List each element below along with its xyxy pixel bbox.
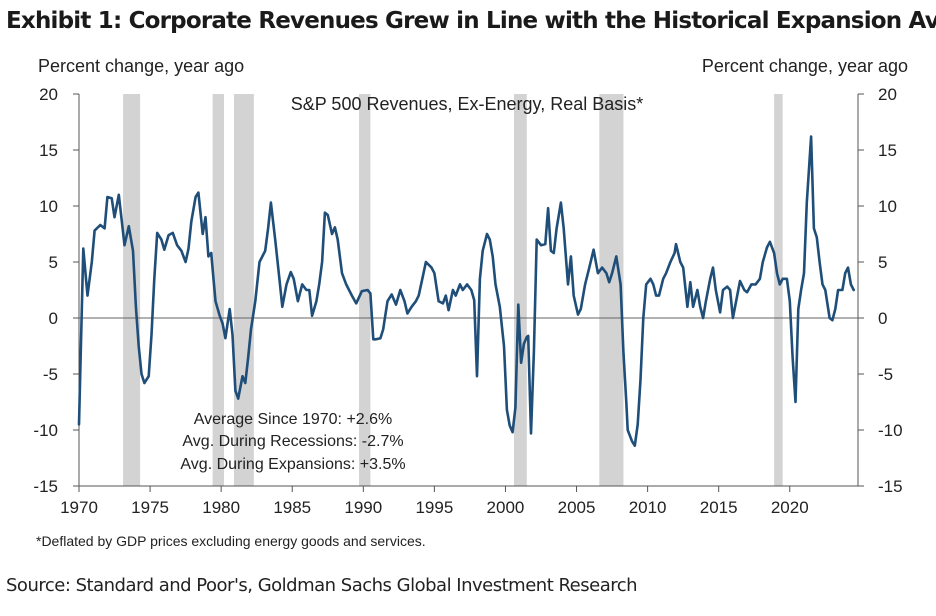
- exhibit-title: Exhibit 1: Corporate Revenues Grew in Li…: [6, 8, 936, 34]
- x-tick-label: 1990: [344, 498, 382, 517]
- y-tick-label-left: 15: [39, 141, 58, 160]
- y-tick-label-right: 10: [878, 197, 897, 216]
- x-tick-label: 1995: [415, 498, 453, 517]
- recession-band-5: [513, 94, 527, 486]
- y-tick-label-right: 20: [878, 85, 897, 104]
- x-tick-label: 1975: [131, 498, 169, 517]
- x-tick-label: 1980: [202, 498, 240, 517]
- y-tick-label-right: -10: [878, 421, 903, 440]
- revenue-series: [77, 135, 855, 447]
- y-tick-label-left: 10: [39, 197, 58, 216]
- series-line-1: [77, 135, 855, 447]
- right-axis-unit-label: Percent change, year ago: [701, 56, 908, 76]
- annotation-average-expansions: Avg. During Expansions: +3.5%: [180, 456, 405, 473]
- y-tick-label-left: 5: [49, 253, 58, 272]
- source-line: Source: Standard and Poor's, Goldman Sac…: [6, 575, 638, 596]
- recession-band-1: [123, 94, 141, 486]
- x-tick-label: 2000: [487, 498, 525, 517]
- x-tick-label: 2005: [558, 498, 596, 517]
- annotation-box: Average Since 1970: +2.6% Avg. During Re…: [180, 411, 405, 473]
- chart-title: S&P 500 Revenues, Ex-Energy, Real Basis*: [291, 94, 644, 114]
- recession-band-2: [212, 94, 224, 486]
- y-tick-label-right: -5: [878, 365, 893, 384]
- x-tick-label: 2020: [771, 498, 809, 517]
- chart-footnote: *Deflated by GDP prices excluding energy…: [36, 533, 426, 549]
- x-tick-label: 1970: [60, 498, 98, 517]
- y-tick-label-left: 20: [39, 85, 58, 104]
- y-tick-label-right: 15: [878, 141, 897, 160]
- y-tick-label-left: -15: [33, 477, 58, 496]
- left-axis-unit-label: Percent change, year ago: [38, 56, 245, 76]
- y-tick-label-right: 0: [878, 309, 887, 328]
- annotation-average-recessions: Avg. During Recessions: -2.7%: [182, 433, 403, 450]
- y-tick-label-left: -5: [43, 365, 58, 384]
- annotation-average-since-1970: Average Since 1970: +2.6%: [194, 411, 393, 428]
- x-tick-label: 1985: [273, 498, 311, 517]
- y-tick-label-right: -15: [878, 477, 903, 496]
- y-tick-label-left: -10: [33, 421, 58, 440]
- x-tick-label: 2015: [700, 498, 738, 517]
- y-tick-label-right: 5: [878, 253, 887, 272]
- x-tick-label: 2010: [629, 498, 667, 517]
- y-tick-label-left: 0: [49, 309, 58, 328]
- recession-band-6: [599, 94, 624, 486]
- recession-band-7: [774, 94, 783, 486]
